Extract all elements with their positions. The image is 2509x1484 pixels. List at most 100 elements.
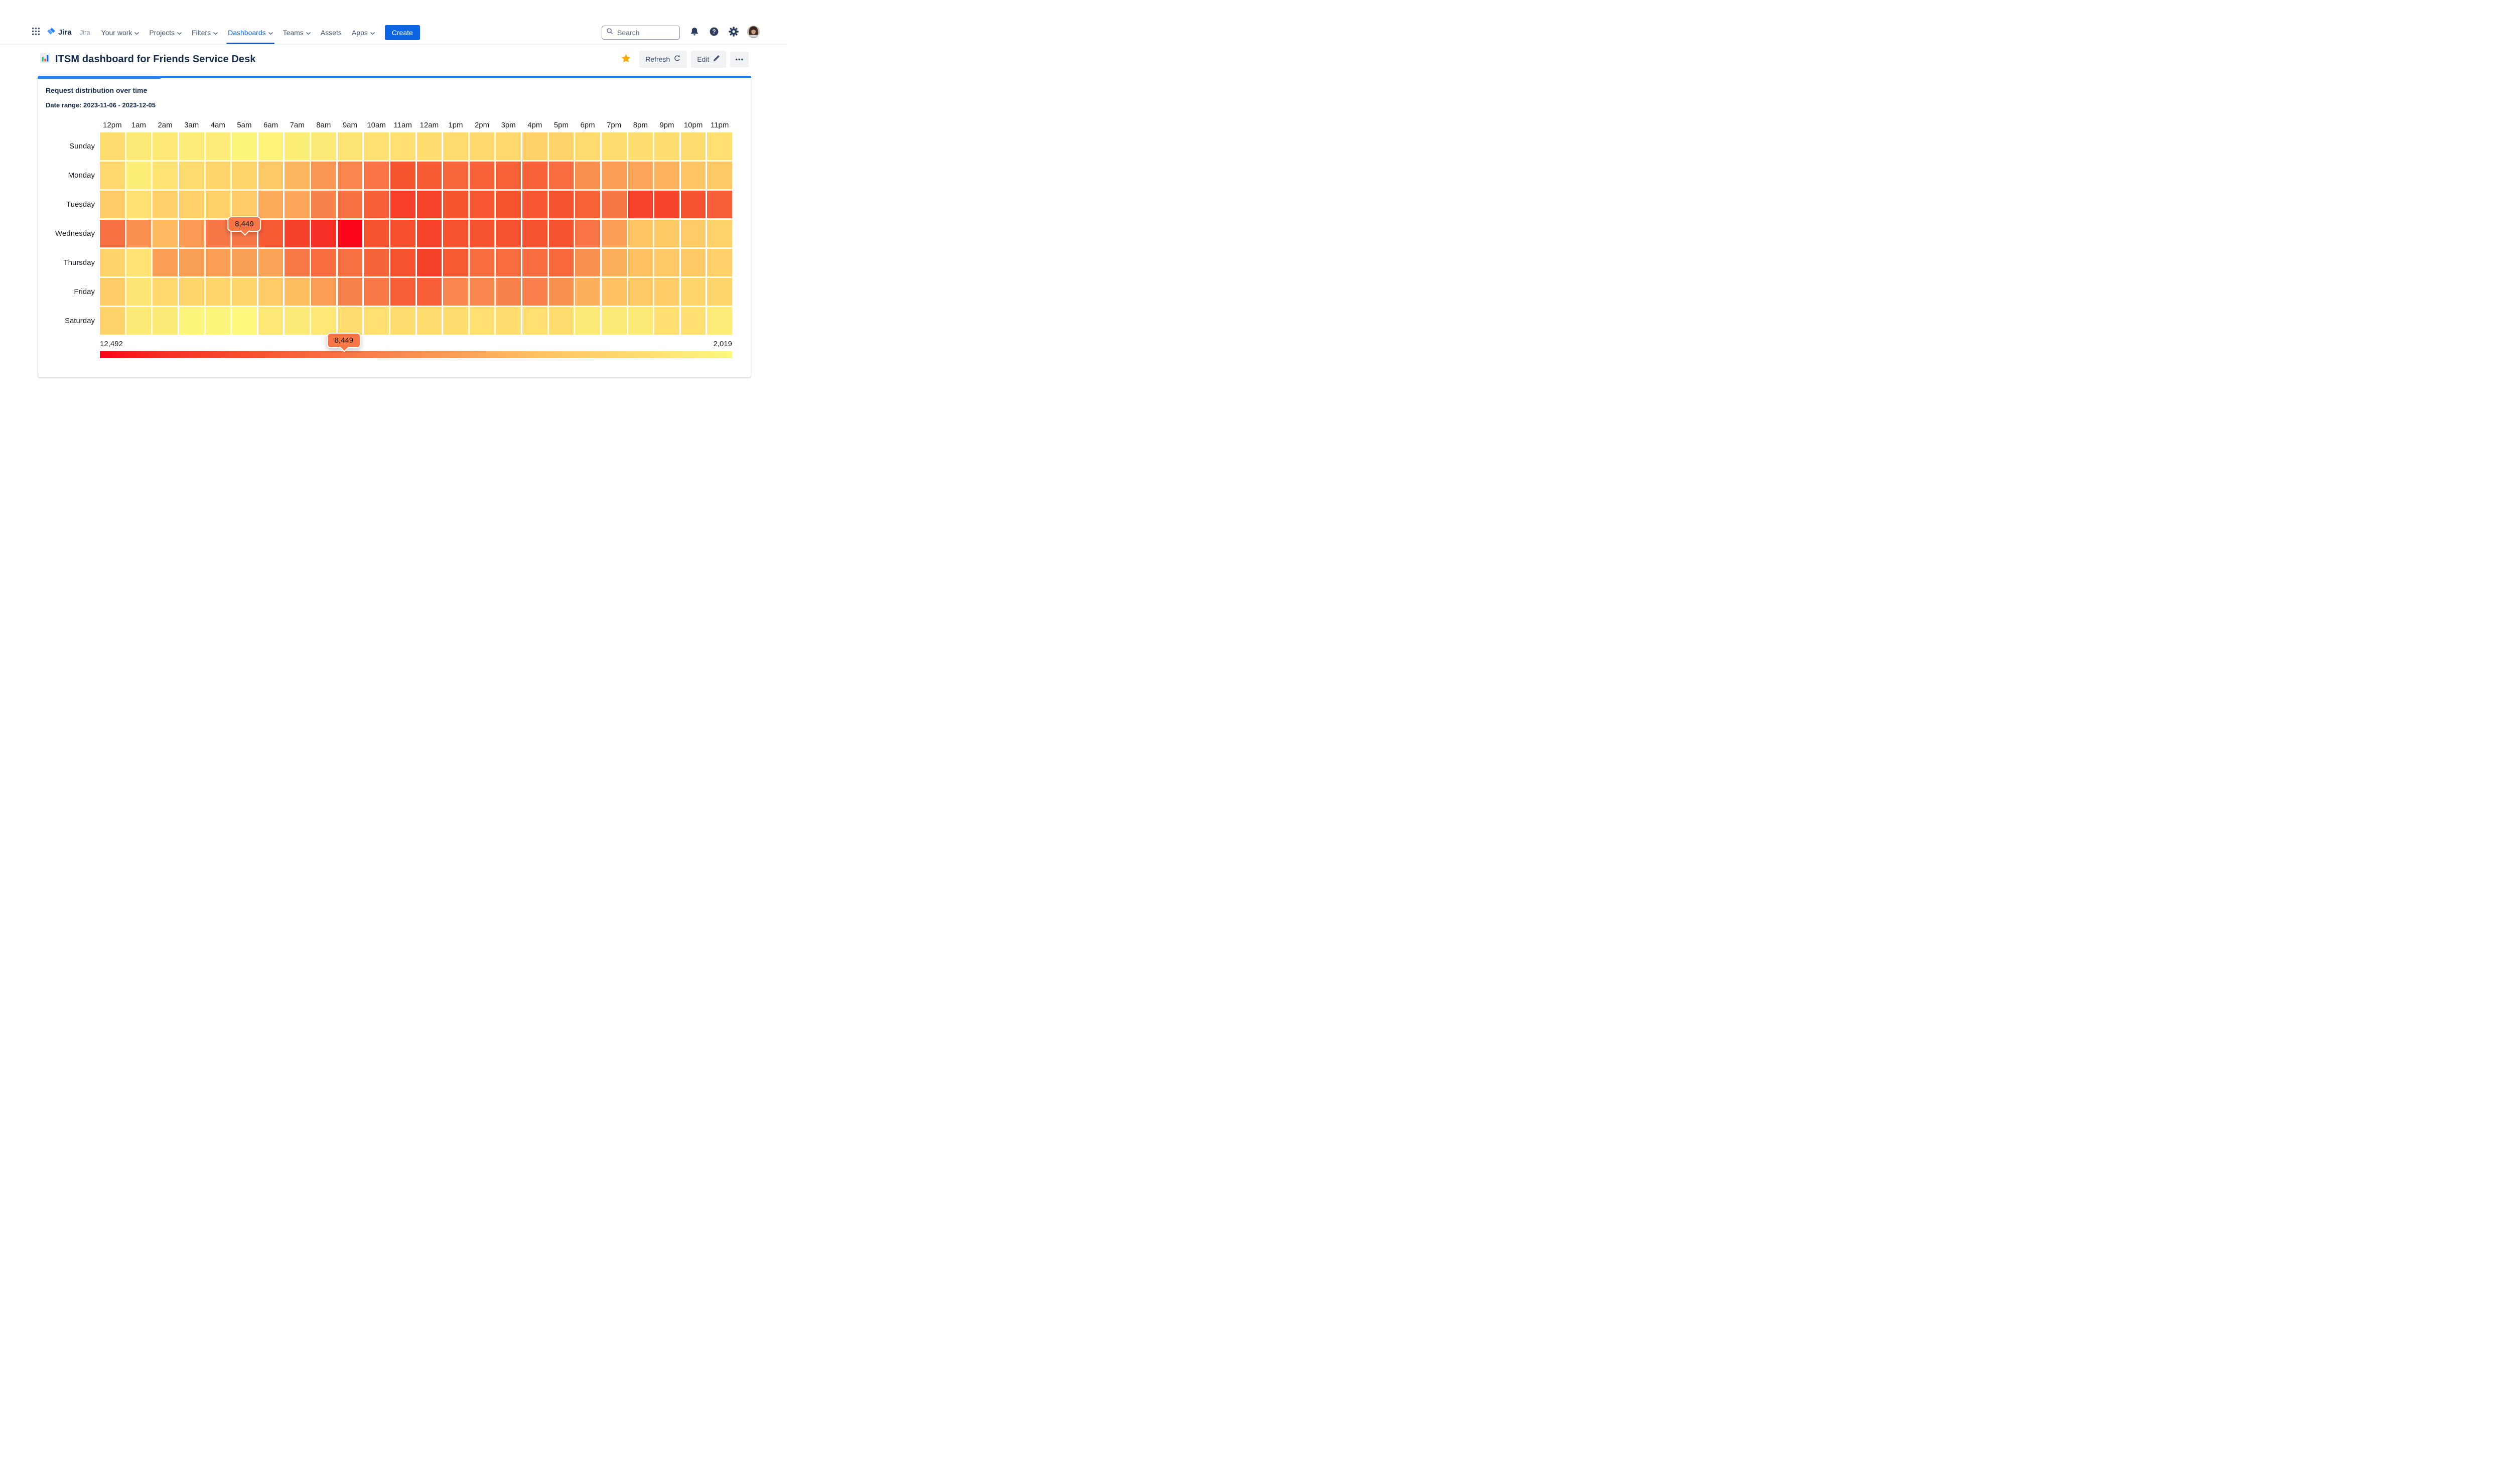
heatmap-cell[interactable] — [548, 132, 574, 160]
heatmap-cell[interactable] — [469, 162, 495, 189]
heatmap-cell[interactable] — [126, 307, 152, 335]
heatmap-cell[interactable] — [100, 162, 125, 189]
heatmap-cell[interactable] — [496, 278, 521, 306]
heatmap-cell[interactable] — [443, 249, 468, 276]
heatmap-cell[interactable] — [443, 162, 468, 189]
help-button[interactable]: ? — [708, 26, 720, 39]
heatmap-cell[interactable] — [680, 307, 706, 335]
heatmap-cell[interactable] — [100, 132, 125, 160]
heatmap-cell[interactable] — [575, 191, 600, 218]
heatmap-cell[interactable] — [654, 132, 679, 160]
heatmap-cell[interactable] — [100, 191, 125, 218]
heatmap-cell[interactable] — [707, 191, 732, 218]
heatmap-cell[interactable] — [179, 249, 204, 276]
heatmap-cell[interactable] — [680, 191, 706, 218]
heatmap-cell[interactable] — [707, 132, 732, 160]
heatmap-cell[interactable] — [232, 278, 257, 306]
heatmap-cell[interactable] — [628, 278, 653, 306]
nav-item-apps[interactable]: Apps — [348, 26, 379, 40]
heatmap-cell[interactable] — [364, 191, 389, 218]
heatmap-cell[interactable] — [311, 132, 336, 160]
heatmap-cell[interactable] — [337, 307, 363, 335]
search-box[interactable] — [602, 25, 680, 40]
settings-button[interactable] — [728, 26, 740, 39]
heatmap-cell[interactable] — [179, 191, 204, 218]
heatmap-cell[interactable] — [311, 220, 336, 247]
heatmap-cell[interactable] — [575, 278, 600, 306]
heatmap-cell[interactable] — [390, 162, 415, 189]
heatmap-cell[interactable] — [311, 162, 336, 189]
heatmap-cell[interactable] — [469, 278, 495, 306]
heatmap-cell[interactable] — [416, 278, 442, 306]
heatmap-cell[interactable] — [680, 249, 706, 276]
heatmap-cell[interactable] — [153, 220, 178, 247]
more-actions-button[interactable]: ••• — [730, 51, 749, 67]
heatmap-cell[interactable] — [601, 191, 627, 218]
heatmap-cell[interactable] — [443, 278, 468, 306]
heatmap-cell[interactable] — [496, 162, 521, 189]
heatmap-cell[interactable] — [364, 132, 389, 160]
heatmap-cell[interactable] — [496, 132, 521, 160]
heatmap-cell[interactable] — [416, 191, 442, 218]
heatmap-cell[interactable] — [390, 249, 415, 276]
heatmap-cell[interactable] — [258, 132, 284, 160]
heatmap-cell[interactable] — [680, 220, 706, 247]
app-switcher-button[interactable] — [30, 26, 42, 40]
heatmap-cell[interactable] — [232, 132, 257, 160]
heatmap-cell[interactable] — [496, 249, 521, 276]
heatmap-cell[interactable] — [469, 132, 495, 160]
heatmap-cell[interactable] — [469, 220, 495, 247]
heatmap-cell[interactable] — [258, 162, 284, 189]
heatmap-cell[interactable] — [364, 162, 389, 189]
heatmap-cell[interactable] — [601, 278, 627, 306]
heatmap-cell[interactable] — [416, 132, 442, 160]
heatmap-cell[interactable] — [469, 307, 495, 335]
heatmap-cell[interactable] — [337, 278, 363, 306]
heatmap-cell[interactable] — [285, 307, 310, 335]
heatmap-cell[interactable] — [601, 162, 627, 189]
heatmap-cell[interactable] — [443, 132, 468, 160]
heatmap-cell[interactable] — [707, 307, 732, 335]
create-button[interactable]: Create — [384, 25, 420, 40]
heatmap-cell[interactable] — [179, 162, 204, 189]
heatmap-cell[interactable] — [707, 220, 732, 247]
heatmap-cell[interactable] — [390, 220, 415, 247]
heatmap-cell[interactable] — [707, 278, 732, 306]
heatmap-cell[interactable] — [364, 220, 389, 247]
heatmap-cell[interactable] — [416, 249, 442, 276]
heatmap-cell[interactable] — [153, 162, 178, 189]
heatmap-cell[interactable] — [548, 307, 574, 335]
heatmap-cell[interactable] — [205, 132, 231, 160]
heatmap-cell[interactable] — [232, 249, 257, 276]
nav-item-assets[interactable]: Assets — [317, 26, 346, 40]
heatmap-cell[interactable] — [601, 132, 627, 160]
heatmap-cell[interactable] — [205, 278, 231, 306]
heatmap-cell[interactable] — [179, 132, 204, 160]
heatmap-cell[interactable] — [522, 249, 547, 276]
refresh-button[interactable]: Refresh — [639, 51, 687, 68]
favorite-star-button[interactable] — [620, 52, 632, 66]
heatmap-cell[interactable] — [126, 191, 152, 218]
heatmap-cell[interactable] — [628, 307, 653, 335]
heatmap-cell[interactable] — [258, 249, 284, 276]
heatmap-cell[interactable] — [126, 220, 152, 247]
heatmap-cell[interactable] — [311, 307, 336, 335]
heatmap-cell[interactable] — [707, 249, 732, 276]
heatmap-cell[interactable] — [496, 220, 521, 247]
heatmap-cell[interactable] — [628, 249, 653, 276]
heatmap-cell[interactable] — [126, 278, 152, 306]
heatmap-cell[interactable] — [179, 307, 204, 335]
heatmap-cell[interactable] — [390, 191, 415, 218]
heatmap-cell[interactable] — [311, 191, 336, 218]
heatmap-cell[interactable] — [100, 307, 125, 335]
heatmap-cell[interactable] — [654, 220, 679, 247]
heatmap-cell[interactable] — [337, 220, 363, 247]
heatmap-cell[interactable] — [443, 191, 468, 218]
heatmap-cell[interactable] — [548, 278, 574, 306]
heatmap-cell[interactable] — [153, 191, 178, 218]
heatmap-cell[interactable] — [337, 191, 363, 218]
nav-item-your-work[interactable]: Your work — [97, 26, 144, 40]
nav-item-filters[interactable]: Filters — [188, 26, 222, 40]
heatmap-cell[interactable] — [680, 132, 706, 160]
heatmap-cell[interactable] — [416, 162, 442, 189]
